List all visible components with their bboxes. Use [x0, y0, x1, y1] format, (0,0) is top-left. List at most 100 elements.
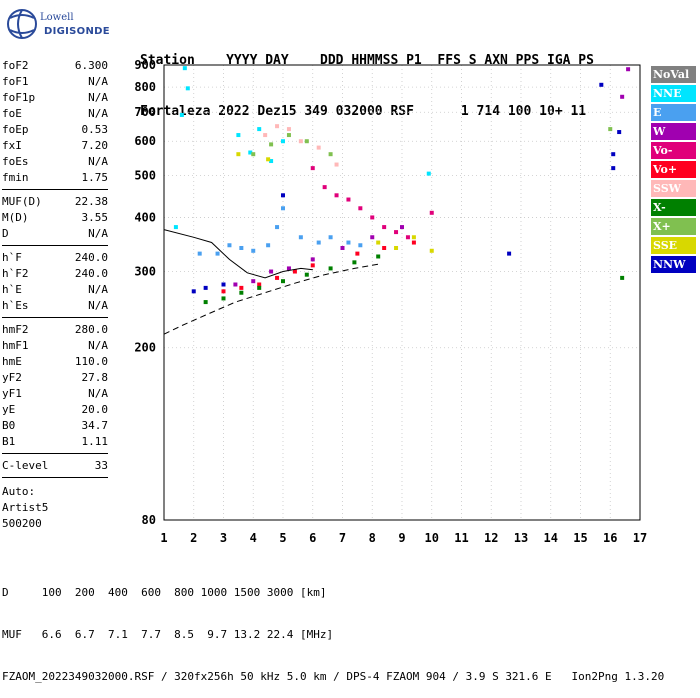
legend-item-nne: NNE: [651, 85, 696, 102]
data-point-x-: [251, 152, 256, 157]
param-row-md: M(D) 3.55: [2, 210, 108, 226]
param-row-fof1p: foF1p N/A: [2, 90, 108, 106]
data-point-x-: [608, 127, 613, 132]
legend-item-vo-plus: Vo+: [651, 161, 696, 178]
data-point-nnw: [617, 130, 622, 135]
y-tick-label: 200: [134, 341, 156, 355]
data-point-vo-: [394, 230, 399, 235]
data-point-nnw: [203, 285, 208, 290]
param-label: D: [2, 227, 9, 240]
data-point-e: [266, 243, 271, 248]
data-point-vo-: [257, 282, 262, 287]
param-row-hmf1: hmF1 N/A: [2, 338, 108, 354]
legend-item-x-minus: X-: [651, 199, 696, 216]
data-point-vo-: [405, 235, 410, 240]
divider: [2, 453, 108, 454]
data-point-nne: [173, 225, 178, 230]
data-point-w: [340, 245, 345, 250]
param-label: yF1: [2, 387, 22, 400]
param-label: fmin: [2, 171, 29, 184]
autoscaling-program: Artist5: [2, 501, 49, 514]
data-point-vo-: [382, 225, 387, 230]
y-tick-label: 900: [134, 58, 156, 72]
y-tick-label: 300: [134, 265, 156, 279]
data-point-sse: [429, 248, 434, 253]
x-tick-label: 16: [603, 531, 617, 545]
param-row-fof2: foF2 6.300: [2, 58, 108, 74]
logo-brand-line2: DIGISONDE: [44, 26, 110, 37]
param-row-he: h`E N/A: [2, 282, 108, 298]
file-info-footer: FZAOM_2022349032000.RSF / 320fx256h 50 k…: [2, 670, 665, 683]
data-point-ssw: [298, 139, 303, 144]
data-point-vo-: [429, 210, 434, 215]
param-label: foF1: [2, 75, 29, 88]
param-label: M(D): [2, 211, 29, 224]
data-point-e: [346, 240, 351, 245]
data-point-x-: [203, 300, 208, 305]
data-point-e: [251, 248, 256, 253]
data-point-vo-: [370, 215, 375, 220]
param-value: 1.11: [81, 435, 109, 448]
data-point-nnw: [191, 289, 196, 294]
legend-item-sse: SSE: [651, 237, 696, 254]
param-value: N/A: [88, 75, 108, 88]
param-label: hmF2: [2, 323, 29, 336]
data-point-e: [227, 243, 232, 248]
param-row-yf1: yF1 N/A: [2, 386, 108, 402]
x-tick-label: 14: [544, 531, 558, 545]
chart-grid: [163, 64, 641, 521]
x-tick-label: 15: [573, 531, 587, 545]
header-values: Fortaleza 2022 Dez15 349 032000 RSF 1 71…: [140, 104, 587, 119]
data-point-nne: [269, 159, 274, 164]
data-point-nne: [257, 127, 262, 132]
param-label: hmE: [2, 355, 22, 368]
param-value: N/A: [88, 299, 108, 312]
param-value: 6.300: [74, 59, 108, 72]
param-label: foF2: [2, 59, 29, 72]
param-value: 27.8: [81, 371, 109, 384]
data-point-vo-: [358, 206, 363, 211]
profile-curve-solid: [163, 229, 313, 279]
param-row-clevel: C-level 33: [2, 458, 108, 474]
data-point-ssw: [263, 133, 268, 138]
station-header: Station YYYY DAY DDD HHMMSS P1 FFS S AXN…: [140, 18, 594, 137]
data-point-w: [310, 257, 315, 262]
data-point-ssw: [286, 127, 291, 132]
data-point-x-: [281, 279, 285, 284]
data-point-vo-: [239, 285, 244, 290]
x-tick-label: 3: [220, 531, 227, 545]
data-point-x-: [257, 285, 262, 290]
param-label: hmF1: [2, 339, 29, 352]
data-point-x-: [304, 272, 309, 277]
legend-item-vo-minus: Vo-: [651, 142, 696, 159]
y-tick-label: 400: [134, 210, 156, 224]
x-tick-label: 1: [160, 531, 167, 545]
data-point-sse: [376, 240, 381, 245]
data-point-w: [400, 225, 404, 230]
autoscaling-label: Auto:: [2, 485, 36, 498]
param-label: B1: [2, 435, 16, 448]
data-point-w: [626, 67, 631, 72]
muf-line: MUF 6.6 6.7 7.1 7.7 8.5 9.7 13.2 22.4 [M…: [2, 628, 334, 641]
data-point-nnw: [507, 251, 512, 256]
data-point-nnw: [281, 193, 285, 198]
data-point-w: [233, 282, 238, 287]
param-label: foF1p: [2, 91, 36, 104]
param-row-hf: h`F 240.0: [2, 250, 108, 266]
param-value: N/A: [88, 227, 108, 240]
param-label: B0: [2, 419, 16, 432]
param-value: N/A: [88, 283, 108, 296]
param-value: 34.7: [81, 419, 109, 432]
lowell-digisonde-logo: Lowell DIGISONDE: [4, 6, 110, 40]
param-label: fxI: [2, 139, 22, 152]
header-labels: Station YYYY DAY DDD HHMMSS P1 FFS S AXN…: [140, 53, 594, 68]
param-value: 20.0: [81, 403, 109, 416]
globe-icon: [7, 9, 37, 39]
param-label: foE: [2, 107, 22, 120]
data-point-e: [358, 243, 363, 248]
data-point-x-: [328, 152, 333, 157]
data-point-vo-: [346, 197, 351, 202]
data-point-sse: [266, 157, 271, 162]
divider: [2, 245, 108, 246]
y-tick-label: 800: [134, 80, 156, 94]
